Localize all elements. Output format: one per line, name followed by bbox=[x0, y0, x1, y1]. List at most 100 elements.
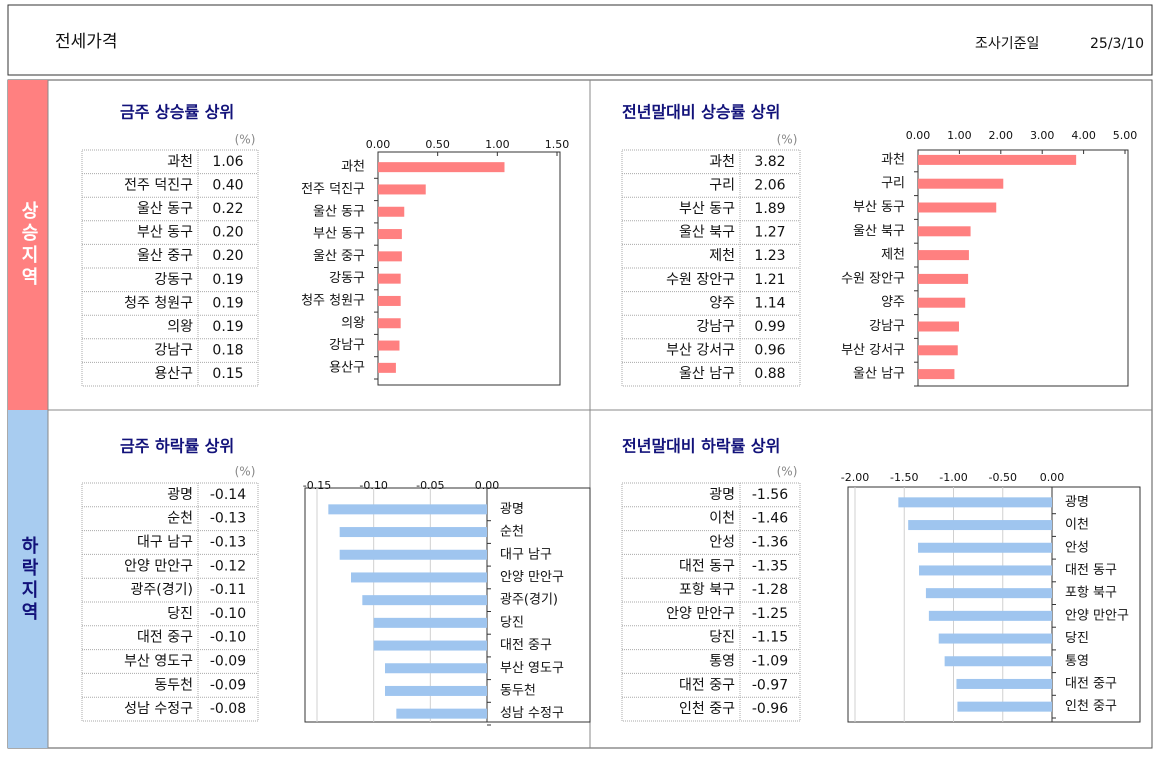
table-label: 안양 만안구 bbox=[666, 606, 735, 622]
table-label: 강남구 bbox=[696, 319, 735, 335]
bar bbox=[373, 617, 487, 628]
x-tick-label: 0.50 bbox=[425, 138, 450, 151]
bar bbox=[918, 345, 958, 356]
table-label: 부산 강서구 bbox=[666, 343, 735, 359]
chart-title: 금주 상승률 상위 bbox=[120, 103, 234, 122]
bar bbox=[957, 701, 1052, 712]
bar bbox=[385, 663, 487, 674]
table-label: 전주 덕진구 bbox=[124, 177, 193, 193]
table-label: 광명 bbox=[709, 487, 735, 503]
table-value: -1.36 bbox=[752, 535, 788, 551]
table-label: 안성 bbox=[709, 535, 735, 551]
table-label: 부산 동구 bbox=[679, 201, 735, 217]
table-value: -0.13 bbox=[210, 535, 246, 551]
bar bbox=[944, 656, 1052, 667]
table-label: 강동구 bbox=[154, 272, 193, 288]
bar bbox=[378, 295, 401, 306]
y-tick-label: 당진 bbox=[1065, 631, 1089, 646]
y-tick-label: 순천 bbox=[500, 525, 524, 540]
table-value: -1.15 bbox=[752, 630, 788, 646]
bar bbox=[918, 542, 1052, 553]
y-tick-label: 포항 북구 bbox=[1065, 586, 1117, 601]
table-label: 대구 남구 bbox=[137, 535, 193, 551]
y-tick-label: 울산 북구 bbox=[853, 224, 905, 239]
y-tick-label: 울산 동구 bbox=[313, 204, 365, 219]
table-label: 용산구 bbox=[154, 366, 193, 382]
bar bbox=[919, 565, 1052, 576]
bar bbox=[378, 162, 505, 173]
table-value: -0.10 bbox=[210, 606, 246, 622]
y-tick-label: 강동구 bbox=[329, 271, 365, 286]
bar bbox=[938, 633, 1052, 644]
bar bbox=[351, 572, 487, 583]
table-label: 이천 bbox=[709, 511, 735, 527]
y-tick-label: 의왕 bbox=[341, 316, 365, 331]
x-tick-label: -0.10 bbox=[359, 479, 387, 492]
table-label: 당진 bbox=[167, 606, 193, 622]
y-tick-label: 과천 bbox=[881, 152, 905, 167]
table-label: 울산 남구 bbox=[679, 366, 735, 382]
y-tick-label: 강남구 bbox=[869, 319, 905, 334]
y-tick-label: 안양 만안구 bbox=[1065, 608, 1129, 623]
bar bbox=[328, 504, 487, 515]
x-tick-label: 1.00 bbox=[947, 129, 972, 142]
x-tick-label: -1.50 bbox=[890, 471, 918, 484]
page-title: 전세가격 bbox=[55, 32, 118, 52]
table-label: 과천 bbox=[167, 154, 193, 170]
x-tick-label: -2.00 bbox=[841, 471, 869, 484]
bar bbox=[918, 250, 969, 261]
table-label: 대전 중구 bbox=[679, 677, 735, 693]
chart-title: 전년말대비 상승률 상위 bbox=[622, 103, 780, 122]
table-value: 0.99 bbox=[754, 319, 785, 335]
table-label: 통영 bbox=[709, 654, 735, 670]
y-tick-label: 과천 bbox=[341, 160, 365, 175]
x-tick-label: 5.00 bbox=[1113, 129, 1138, 142]
table-value: -1.09 bbox=[752, 654, 788, 670]
table-value: -0.14 bbox=[210, 487, 246, 503]
header-box bbox=[7, 4, 1153, 76]
y-tick-label: 울산 중구 bbox=[313, 249, 365, 264]
x-tick-label: -1.00 bbox=[939, 471, 967, 484]
y-tick-label: 강남구 bbox=[329, 338, 365, 353]
y-tick-label: 용산구 bbox=[329, 360, 365, 375]
y-tick-label: 대전 동구 bbox=[1065, 563, 1117, 578]
bar bbox=[918, 369, 955, 380]
table-value: 1.21 bbox=[754, 272, 785, 288]
table-label: 의왕 bbox=[167, 319, 193, 335]
table-value: -0.11 bbox=[210, 582, 246, 598]
table-label: 수원 장안구 bbox=[666, 272, 735, 288]
date: 25/3/10 bbox=[1090, 36, 1144, 52]
x-tick-label: 1.00 bbox=[485, 138, 510, 151]
table-label: 광주(경기) bbox=[131, 582, 193, 598]
bar bbox=[373, 640, 487, 651]
table-value: -0.10 bbox=[210, 630, 246, 646]
bar bbox=[378, 184, 426, 195]
table-label: 청주 청원구 bbox=[124, 295, 193, 311]
y-tick-label: 부산 강서구 bbox=[841, 343, 905, 358]
y-tick-label: 양주 bbox=[881, 295, 905, 310]
table-value: 1.06 bbox=[212, 154, 243, 170]
y-tick-label: 대전 중구 bbox=[1065, 676, 1117, 691]
table-value: 0.22 bbox=[212, 201, 243, 217]
table-value: -1.46 bbox=[752, 511, 788, 527]
y-tick-label: 안성 bbox=[1065, 540, 1089, 555]
y-tick-label: 인천 중구 bbox=[1065, 699, 1117, 714]
table-value: -0.97 bbox=[752, 677, 788, 693]
y-tick-label: 수원 장안구 bbox=[841, 271, 905, 286]
unit-label: (%) bbox=[777, 465, 798, 479]
table-label: 양주 bbox=[709, 295, 735, 311]
bar bbox=[378, 251, 402, 262]
table-value: -1.35 bbox=[752, 558, 788, 574]
y-tick-label: 이천 bbox=[1065, 518, 1089, 533]
table-label: 대전 동구 bbox=[679, 558, 735, 574]
y-tick-label: 대전 중구 bbox=[500, 638, 552, 653]
table-label: 강남구 bbox=[154, 343, 193, 359]
table-value: 0.88 bbox=[754, 366, 785, 382]
table-label: 제천 bbox=[709, 248, 735, 264]
bar bbox=[898, 497, 1052, 508]
table-label: 광명 bbox=[167, 487, 193, 503]
bar bbox=[918, 226, 971, 237]
x-tick-label: 0.00 bbox=[906, 129, 931, 142]
x-tick-label: 2.00 bbox=[989, 129, 1014, 142]
